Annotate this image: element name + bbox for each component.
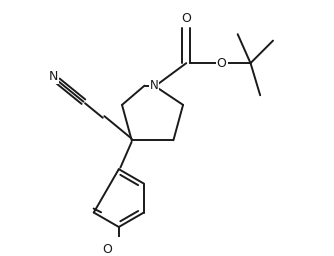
Text: O: O <box>181 12 191 25</box>
Text: N: N <box>48 70 58 83</box>
Text: N: N <box>150 79 159 92</box>
Text: O: O <box>217 57 226 70</box>
Text: O: O <box>103 243 113 256</box>
